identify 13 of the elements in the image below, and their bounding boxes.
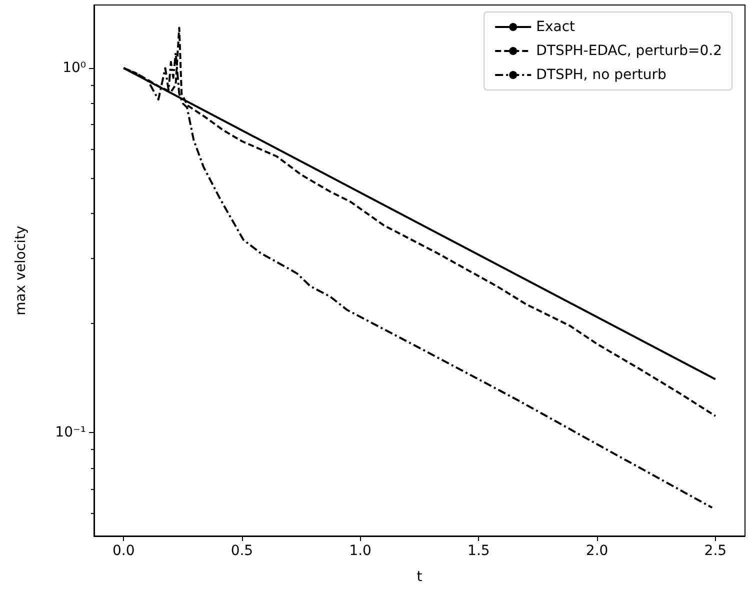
x-tick-label: 1.5 xyxy=(468,543,490,559)
legend-label: DTSPH-EDAC, perturb=0.2 xyxy=(536,43,722,59)
x-tick-label: 2.5 xyxy=(704,543,727,559)
x-axis-title: t xyxy=(416,569,423,585)
x-tick-label: 1.0 xyxy=(349,543,372,559)
legend-label: DTSPH, no perturb xyxy=(536,67,666,83)
y-tick-label: 10⁰ xyxy=(62,60,86,76)
x-tick-label: 0.0 xyxy=(112,543,135,559)
x-tick-label: 2.0 xyxy=(586,543,608,559)
y-axis-title: max velocity xyxy=(13,226,29,316)
y-tick-label: 10⁻¹ xyxy=(55,424,86,441)
x-tick-label: 0.5 xyxy=(230,543,254,559)
legend-label: Exact xyxy=(536,19,576,35)
